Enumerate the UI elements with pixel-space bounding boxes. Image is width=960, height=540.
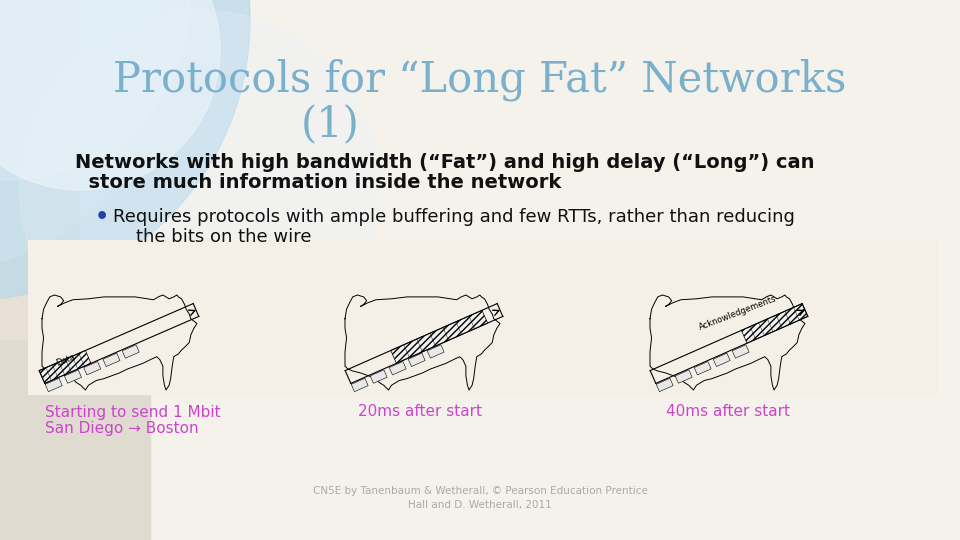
Polygon shape [103,353,120,367]
Polygon shape [39,350,91,383]
Circle shape [0,0,190,180]
Polygon shape [427,345,444,358]
Text: the bits on the wire: the bits on the wire [113,228,311,246]
Circle shape [0,0,220,190]
Text: •: • [95,207,109,227]
Bar [28,240,938,395]
Polygon shape [351,379,368,392]
Text: 20ms after start: 20ms after start [358,404,482,420]
Polygon shape [84,362,101,375]
Polygon shape [694,362,711,375]
Text: store much information inside the network: store much information inside the networ… [75,173,562,192]
Text: 40ms after start: 40ms after start [666,404,790,420]
Text: Starting to send 1 Mbit: Starting to send 1 Mbit [45,404,221,420]
Circle shape [20,10,380,370]
Text: Acknowledgements: Acknowledgements [698,294,779,332]
Polygon shape [408,353,425,367]
Text: Requires protocols with ample buffering and few RTTs, rather than reducing: Requires protocols with ample buffering … [113,208,795,226]
Bar [0,340,150,540]
Text: (1): (1) [300,104,359,146]
Polygon shape [713,353,731,367]
Text: Data: Data [55,353,77,368]
Text: CN5E by Tanenbaum & Wetherall, © Pearson Education Prentice
Hall and D. Wetheral: CN5E by Tanenbaum & Wetherall, © Pearson… [313,486,647,510]
Polygon shape [391,310,488,363]
Text: Protocols for “Long Fat” Networks: Protocols for “Long Fat” Networks [113,59,847,102]
Polygon shape [732,345,749,358]
Polygon shape [45,379,62,392]
Circle shape [0,0,160,270]
Polygon shape [657,379,673,392]
Polygon shape [371,370,387,383]
Polygon shape [675,370,692,383]
Circle shape [0,0,250,300]
Polygon shape [741,303,807,343]
Text: San Diego → Boston: San Diego → Boston [45,421,199,435]
Polygon shape [122,345,139,358]
Polygon shape [389,362,406,375]
Text: Networks with high bandwidth (“Fat”) and high delay (“Long”) can: Networks with high bandwidth (“Fat”) and… [75,152,814,172]
Polygon shape [64,370,82,383]
